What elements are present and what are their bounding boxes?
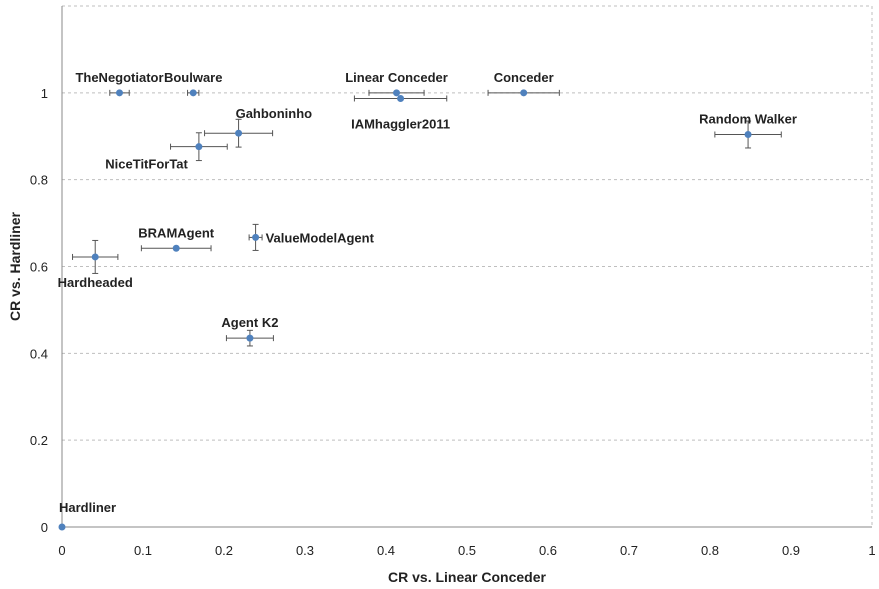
- point-label: Hardliner: [59, 500, 116, 515]
- x-tick-label: 0.3: [296, 543, 314, 558]
- data-point: [397, 94, 405, 102]
- point-label: Conceder: [494, 70, 554, 85]
- data-point: [189, 89, 197, 97]
- y-axis-title: CR vs. Hardliner: [7, 211, 23, 320]
- x-tick-label: 0.5: [458, 543, 476, 558]
- data-point: [393, 89, 401, 97]
- x-tick-label: 0: [58, 543, 65, 558]
- point-label: Agent K2: [221, 315, 278, 330]
- x-tick-label: 0.4: [377, 543, 395, 558]
- y-tick-label: 1: [41, 86, 48, 101]
- y-tick-label: 0.6: [30, 260, 48, 275]
- data-point: [246, 334, 254, 342]
- x-tick-label: 0.1: [134, 543, 152, 558]
- data-point: [116, 89, 124, 97]
- point-label: NiceTitForTat: [105, 157, 188, 172]
- y-tick-label: 0.2: [30, 433, 48, 448]
- data-point: [235, 129, 243, 137]
- data-point: [172, 244, 180, 252]
- point-label: IAMhaggler2011: [351, 116, 450, 131]
- x-tick-labels: 0 0.1 0.2 0.3 0.4 0.5 0.6 0.7 0.8 0.9 1: [58, 543, 875, 558]
- data-point: [58, 523, 66, 531]
- x-tick-label: 1: [868, 543, 875, 558]
- x-axis-title: CR vs. Linear Conceder: [388, 569, 546, 585]
- y-tick-label: 0: [41, 520, 48, 535]
- x-tick-label: 0.2: [215, 543, 233, 558]
- data-point: [91, 253, 99, 261]
- point-label: TheNegotiator: [75, 70, 163, 85]
- point-label: Gahboninho: [236, 106, 313, 121]
- point-label: BRAMAgent: [138, 225, 214, 240]
- point-labels: TheNegotiator Boulware Linear Conceder IAMh…: [58, 70, 797, 515]
- y-tick-labels: 0 0.2 0.4 0.6 0.8 1: [30, 86, 48, 535]
- point-label: Boulware: [164, 70, 223, 85]
- data-point: [520, 89, 528, 97]
- data-points: [58, 89, 752, 531]
- x-tick-label: 0.7: [620, 543, 638, 558]
- point-label: Linear Conceder: [345, 70, 448, 85]
- point-label: ValueModelAgent: [266, 230, 375, 245]
- x-tick-label: 0.8: [701, 543, 719, 558]
- point-label: Hardheaded: [58, 275, 133, 290]
- point-label: Random Walker: [699, 112, 797, 127]
- data-point: [195, 143, 203, 151]
- x-tick-label: 0.6: [539, 543, 557, 558]
- y-tick-label: 0.8: [30, 173, 48, 188]
- x-tick-label: 0.9: [782, 543, 800, 558]
- data-point: [252, 233, 260, 241]
- y-tick-label: 0.4: [30, 346, 48, 361]
- data-point: [744, 131, 752, 139]
